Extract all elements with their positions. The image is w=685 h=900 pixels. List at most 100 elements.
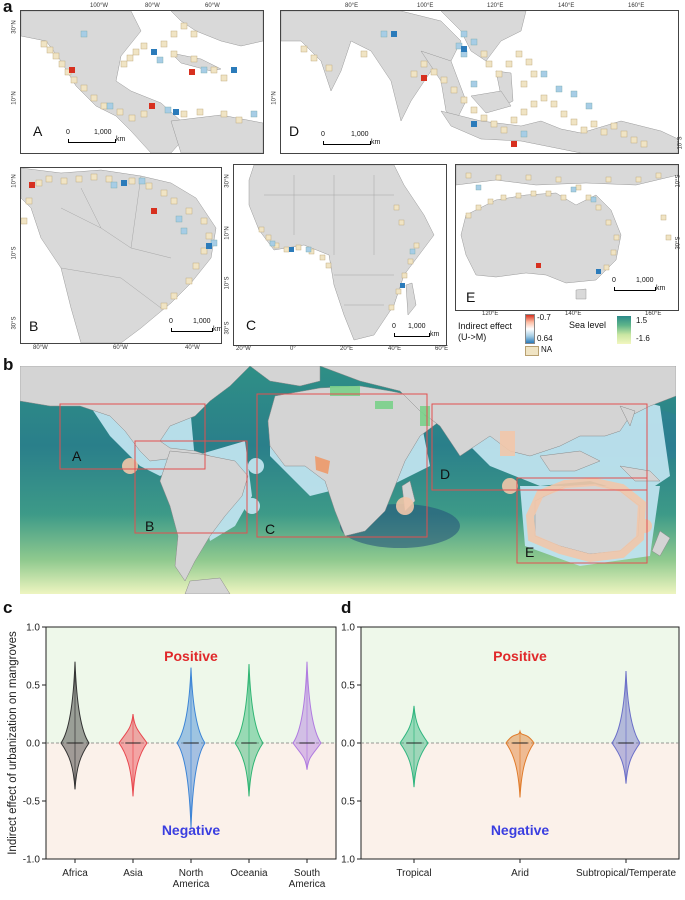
inset-c-label: C bbox=[246, 317, 257, 333]
scale-unit: km bbox=[371, 139, 381, 146]
inset-a-map-graphic bbox=[21, 11, 263, 153]
scale-zero: 0 bbox=[612, 277, 616, 284]
x-tick-label: North bbox=[179, 868, 203, 879]
inset-e-tick-bottom-0: 120°E bbox=[482, 311, 499, 317]
scale-value: 1,000 bbox=[408, 323, 426, 330]
inset-d-tick-top-4: 160°E bbox=[628, 3, 645, 9]
scale-unit: km bbox=[430, 331, 440, 338]
y-tick-label: -0.5 bbox=[23, 797, 41, 808]
inset-e-map-graphic bbox=[456, 165, 678, 300]
inset-e-tick-right-0: 10°S bbox=[675, 174, 682, 188]
scale-value: 1,000 bbox=[636, 277, 654, 284]
inset-map-c: C 0 1,000 km bbox=[233, 164, 447, 346]
scale-unit: km bbox=[656, 285, 666, 292]
violin-chart-c: -1.0 -0.5 0.0 0.5 1.0 Indirect effect of urba… bbox=[0, 615, 341, 895]
scale-zero: 0 bbox=[169, 318, 173, 325]
scale-value: 1,000 bbox=[351, 131, 369, 138]
legend-na-swatch bbox=[525, 346, 539, 356]
world-region-c-label: C bbox=[265, 521, 276, 537]
inset-a-tick-top-2: 60°W bbox=[205, 3, 220, 9]
inset-c-tick-left-1: 10°N bbox=[224, 226, 231, 240]
world-region-d-label: D bbox=[440, 466, 451, 482]
legend-indirect-colorbar bbox=[525, 314, 535, 344]
inset-a-scale: 0 1,000 km bbox=[66, 129, 126, 145]
inset-c-map-graphic bbox=[248, 165, 435, 341]
inset-e-label: E bbox=[466, 289, 476, 305]
legend-indirect-min: 0.64 bbox=[537, 334, 553, 343]
panel-letter-a: a bbox=[3, 0, 13, 16]
scale-unit: km bbox=[213, 326, 222, 333]
inset-d-tick-top-0: 80°E bbox=[345, 3, 359, 9]
x-tick-label: Africa bbox=[62, 868, 88, 879]
positive-label: Positive bbox=[493, 648, 547, 664]
y-axis-label: Indirect effect of urbanization on mangr… bbox=[7, 631, 19, 855]
inset-c-tick-bottom-0: 20°W bbox=[236, 346, 251, 352]
x-tick-label: Arid bbox=[511, 868, 529, 879]
inset-map-a: A 0 1,000 km bbox=[20, 10, 264, 154]
legend-indirect-max: -0.7 bbox=[537, 313, 551, 322]
x-tick-label: Oceania bbox=[230, 868, 268, 879]
inset-e-scale: 0 1,000 km bbox=[612, 277, 672, 293]
panel-letter-c: c bbox=[3, 598, 13, 617]
inset-c-tick-left-2: 10°S bbox=[224, 276, 231, 290]
x-tick-label: Asia bbox=[123, 868, 143, 879]
y-tick-label: 0.5 bbox=[341, 681, 355, 692]
inset-e-tick-bottom-1: 140°E bbox=[565, 311, 582, 317]
y-tick-label: 1.0 bbox=[341, 623, 355, 634]
inset-c-scale: 0 1,000 km bbox=[392, 323, 446, 339]
y-tick-label: 0.5 bbox=[26, 681, 40, 692]
legend-sea-max: 1.5 bbox=[636, 316, 648, 325]
inset-b-label: B bbox=[29, 318, 39, 334]
y-tick-label: 0.0 bbox=[341, 739, 355, 750]
x-tick-label: America bbox=[173, 879, 210, 890]
inset-d-tick-top-3: 140°E bbox=[558, 3, 575, 9]
legend-na-label: NA bbox=[541, 345, 553, 354]
inset-map-b: B 0 1,000 km bbox=[20, 167, 222, 344]
inset-map-d: D 0 1,000 km bbox=[280, 10, 679, 154]
world-region-a-label: A bbox=[72, 448, 82, 464]
inset-a-label: A bbox=[33, 123, 43, 139]
legend-sea-colorbar bbox=[617, 316, 631, 344]
inset-b-tick-bottom-1: 60°W bbox=[113, 345, 128, 351]
legend-indirect-sub: (U->M) bbox=[458, 332, 487, 342]
inset-e-tick-right-1: 30°S bbox=[675, 236, 682, 250]
scale-unit: km bbox=[116, 136, 126, 143]
inset-a-tick-left-1: 10°N bbox=[11, 91, 18, 105]
panel-letter-d: d bbox=[341, 598, 352, 617]
inset-a-tick-top-1: 80°W bbox=[145, 3, 160, 9]
scale-value: 1,000 bbox=[193, 318, 211, 325]
world-region-b-label: B bbox=[145, 518, 155, 534]
inset-map-e: E 0 1,000 km bbox=[455, 164, 679, 311]
x-tick-label: Tropical bbox=[396, 868, 431, 879]
scale-zero: 0 bbox=[321, 131, 325, 138]
inset-c-tick-bottom-3: 40°E bbox=[388, 346, 402, 352]
inset-c-tick-left-3: 30°S bbox=[224, 321, 231, 335]
inset-d-label: D bbox=[289, 123, 300, 139]
y-tick-label: 0.0 bbox=[26, 739, 40, 750]
inset-d-tick-top-1: 100°E bbox=[417, 3, 434, 9]
inset-d-map-graphic bbox=[281, 11, 678, 153]
inset-c-tick-bottom-2: 20°E bbox=[340, 346, 354, 352]
inset-b-scale: 0 1,000 km bbox=[169, 318, 222, 334]
inset-a-tick-top-0: 100°W bbox=[90, 3, 109, 9]
inset-b-tick-left-0: 10°N bbox=[11, 174, 18, 188]
legend-sea-min: -1.6 bbox=[636, 334, 650, 343]
inset-c-tick-bottom-1: 0° bbox=[290, 346, 296, 352]
x-tick-label: South bbox=[294, 868, 320, 879]
world-map: A B C D E bbox=[20, 366, 676, 594]
inset-c-tick-left-0: 30°N bbox=[224, 174, 231, 188]
y-tick-label: 1.0 bbox=[26, 623, 40, 634]
legend-indirect-title: Indirect effect bbox=[458, 321, 512, 331]
y-tick-label: -1.0 bbox=[23, 855, 41, 866]
inset-d-tick-right-0: 10°S bbox=[677, 136, 684, 150]
inset-c-tick-bottom-4: 60°E bbox=[435, 346, 449, 352]
inset-e-tick-bottom-2: 160°E bbox=[645, 311, 662, 317]
negative-label: Negative bbox=[491, 822, 550, 838]
y-tick-label: -0.5 bbox=[341, 797, 355, 808]
inset-b-tick-bottom-0: 80°W bbox=[33, 345, 48, 351]
x-tick-label: Subtropical/Temperate bbox=[576, 868, 676, 879]
inset-b-map-graphic bbox=[21, 168, 218, 343]
inset-b-tick-left-1: 10°S bbox=[11, 246, 18, 260]
